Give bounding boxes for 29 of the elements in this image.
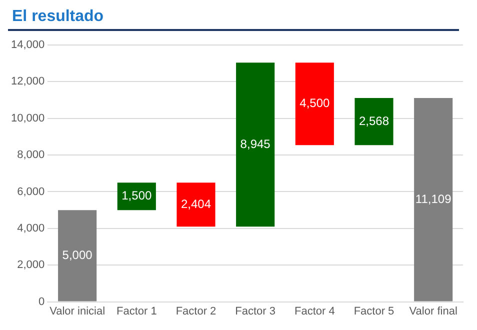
bar xyxy=(354,98,394,146)
data-label: 8,945 xyxy=(240,136,271,151)
y-tick-label: 10,000 xyxy=(10,112,45,124)
bar xyxy=(236,62,275,227)
y-tick-label: 6,000 xyxy=(17,186,45,198)
bar xyxy=(414,98,453,302)
y-tick-label: 8,000 xyxy=(17,149,45,162)
bar xyxy=(295,62,334,146)
y-tick-label: 14,000 xyxy=(10,39,45,52)
bar xyxy=(58,210,97,302)
x-tick-label: Factor 4 xyxy=(294,305,335,318)
data-label: 2,404 xyxy=(180,196,212,211)
data-label: 4,500 xyxy=(300,96,330,110)
y-tick-label: 4,000 xyxy=(17,222,45,234)
y-tick-label: 12,000 xyxy=(10,76,45,88)
data-label: 1,500 xyxy=(122,188,152,203)
data-label: 11,109 xyxy=(415,192,452,206)
data-label: 2,568 xyxy=(358,114,390,128)
y-tick-label: 2,000 xyxy=(17,259,45,272)
x-tick-label: Factor 5 xyxy=(354,305,394,318)
x-tick-label: Valor inicial xyxy=(50,305,106,318)
chart-title: El resultado xyxy=(8,8,459,31)
x-tick-label: Valor final xyxy=(409,305,458,318)
data-label: 5,000 xyxy=(62,248,93,262)
bar xyxy=(176,182,216,227)
x-tick-label: Factor 1 xyxy=(116,305,157,318)
y-tick-label: 0 xyxy=(38,296,45,308)
x-tick-label: Factor 3 xyxy=(235,305,276,318)
x-tick-label: Factor 2 xyxy=(176,305,216,318)
